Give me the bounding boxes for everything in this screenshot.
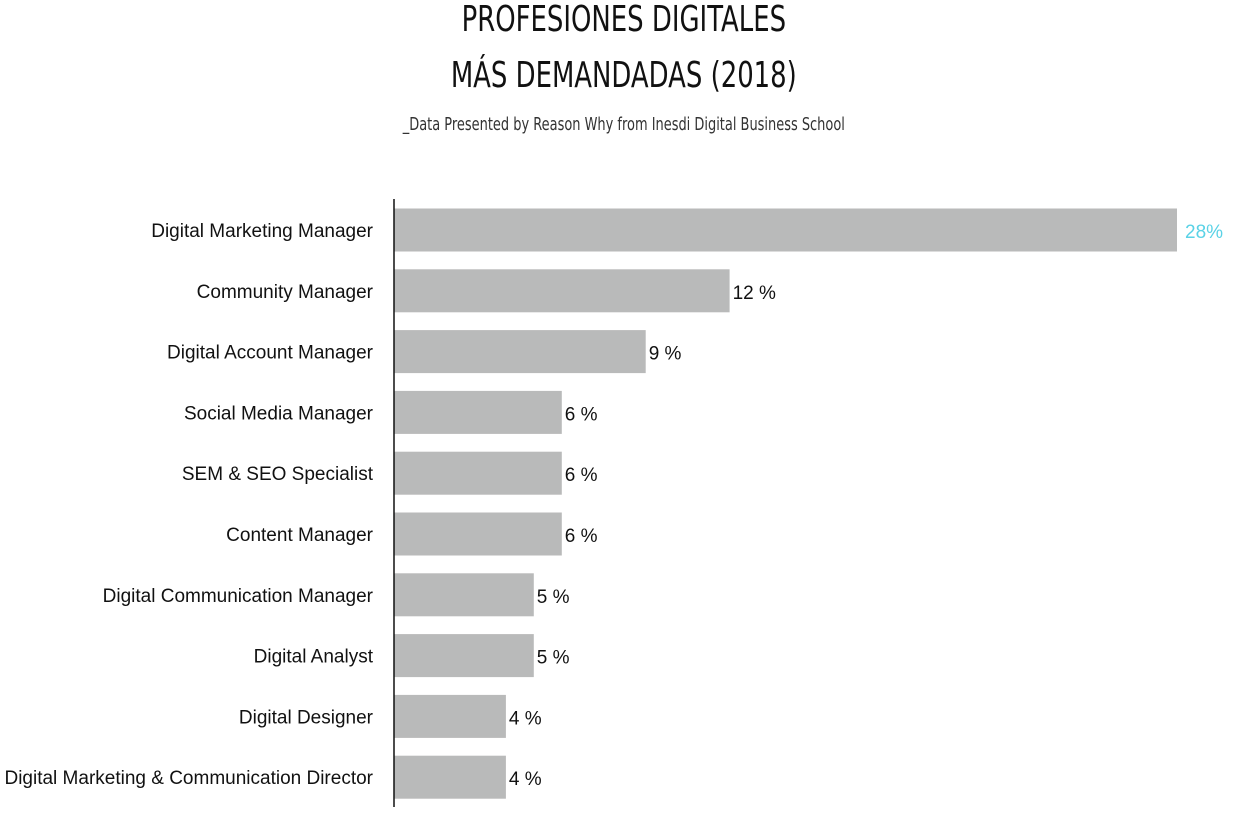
category-label-3: Social Media Manager <box>184 403 374 424</box>
value-label-3: 6 % <box>565 404 598 425</box>
chart-title-line-2: MÁS DEMANDADAS (2018) <box>450 55 797 96</box>
category-label-4: SEM & SEO Specialist <box>182 464 374 485</box>
bar-4 <box>394 451 562 495</box>
category-label-0: Digital Marketing Manager <box>151 221 373 242</box>
category-label-5: Content Manager <box>226 525 373 546</box>
bar-7 <box>394 634 534 678</box>
chart-subtitle: _Data Presented by Reason Why from Inesd… <box>402 114 845 135</box>
category-label-8: Digital Designer <box>239 707 374 728</box>
category-label-2: Digital Account Manager <box>167 343 374 364</box>
bar-8 <box>394 694 506 738</box>
value-label-0: 28% <box>1185 222 1223 243</box>
value-label-5: 6 % <box>565 526 598 547</box>
value-label-1: 12 % <box>733 283 776 304</box>
bar-2 <box>394 330 646 374</box>
bar-0 <box>394 208 1177 252</box>
category-label-9: Digital Marketing & Communication Direct… <box>4 768 373 789</box>
bar-1 <box>394 269 730 313</box>
value-label-7: 5 % <box>537 648 570 669</box>
bar-6 <box>394 573 534 617</box>
value-label-9: 4 % <box>509 769 542 790</box>
bar-9 <box>394 755 506 799</box>
value-label-2: 9 % <box>649 344 682 365</box>
category-label-1: Community Manager <box>197 282 374 303</box>
value-label-8: 4 % <box>509 708 542 729</box>
bar-5 <box>394 512 562 556</box>
category-label-7: Digital Analyst <box>254 647 374 668</box>
chart-title-line-1: PROFESIONES DIGITALES <box>461 0 787 40</box>
value-label-6: 5 % <box>537 587 570 608</box>
bar-3 <box>394 390 562 434</box>
category-label-6: Digital Communication Manager <box>103 586 374 607</box>
value-label-4: 6 % <box>565 465 598 486</box>
